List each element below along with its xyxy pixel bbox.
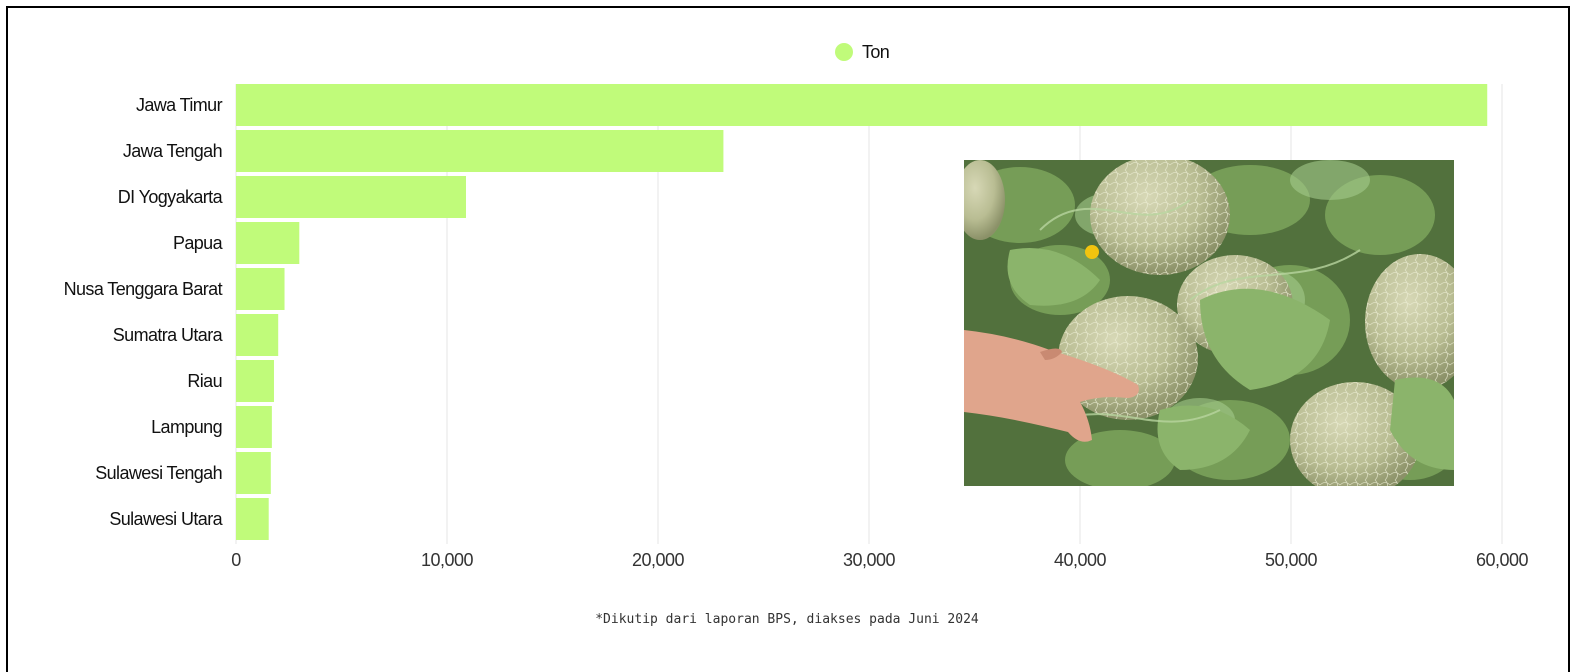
category-label-6: Riau — [187, 371, 222, 391]
bar-3[interactable] — [236, 222, 300, 264]
category-label-9: Sulawesi Utara — [109, 509, 223, 529]
bar-5[interactable] — [236, 314, 279, 356]
legend[interactable]: Ton — [835, 42, 890, 62]
bars — [236, 84, 1488, 540]
category-label-1: Jawa Tengah — [123, 141, 222, 161]
x-tick-label-5: 50,000 — [1265, 550, 1318, 570]
bar-0[interactable] — [236, 84, 1488, 126]
category-label-4: Nusa Tenggara Barat — [64, 279, 223, 299]
x-tick-label-3: 30,000 — [843, 550, 896, 570]
category-label-5: Sumatra Utara — [113, 325, 224, 345]
melon-field-photo — [964, 160, 1454, 486]
category-label-8: Sulawesi Tengah — [95, 463, 222, 483]
x-axis-tick-labels: 0 10,000 20,000 30,000 40,000 50,000 60,000 — [231, 550, 1529, 570]
category-label-7: Lampung — [151, 417, 222, 437]
bar-2[interactable] — [236, 176, 466, 218]
x-tick-label-0: 0 — [231, 550, 241, 570]
category-labels: Jawa Timur Jawa Tengah DI Yogyakarta Papua N… — [64, 95, 225, 529]
x-tick-label-4: 40,000 — [1054, 550, 1107, 570]
bar-9[interactable] — [236, 498, 269, 540]
legend-label: Ton — [862, 42, 889, 62]
source-note: *Dikutip dari laporan BPS, diakses pada … — [595, 612, 979, 627]
category-label-3: Papua — [173, 233, 224, 253]
x-tick-label-1: 10,000 — [421, 550, 474, 570]
bar-6[interactable] — [236, 360, 274, 402]
category-label-0: Jawa Timur — [136, 95, 223, 115]
x-tick-label-6: 60,000 — [1476, 550, 1529, 570]
bar-8[interactable] — [236, 452, 271, 494]
bar-7[interactable] — [236, 406, 272, 448]
category-label-2: DI Yogyakarta — [118, 187, 224, 207]
bar-4[interactable] — [236, 268, 285, 310]
bar-1[interactable] — [236, 130, 724, 172]
legend-swatch — [835, 43, 853, 61]
x-tick-label-2: 20,000 — [632, 550, 685, 570]
chart-frame — [6, 6, 1570, 672]
